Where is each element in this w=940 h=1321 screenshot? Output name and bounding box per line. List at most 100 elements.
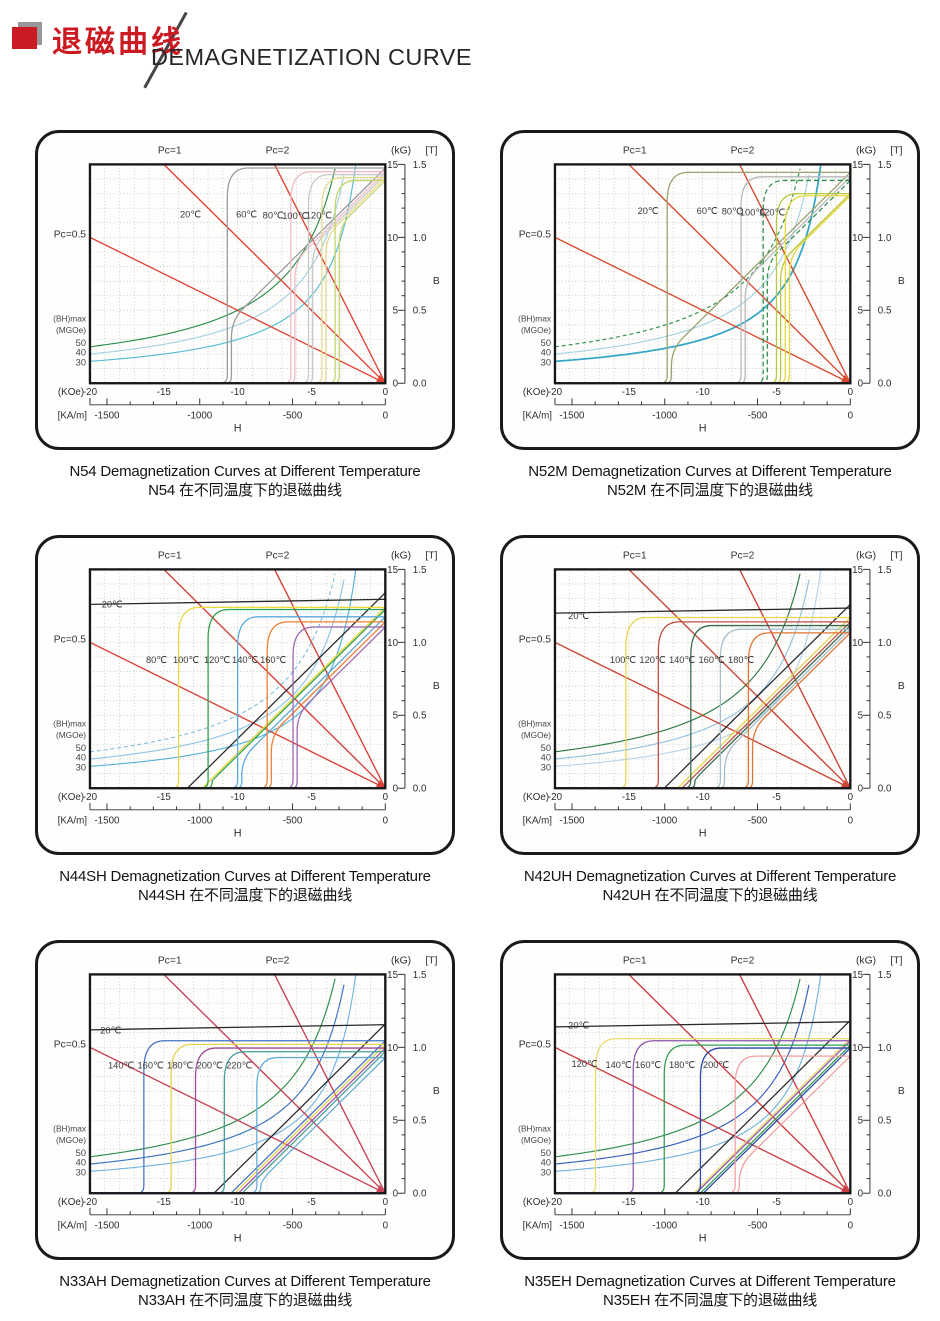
right-axis: (kG) [T] 15 1.5 10 1.0 5 0.5 0 0.0 B	[387, 956, 440, 1200]
svg-text:120℃: 120℃	[571, 1059, 597, 1069]
bhmax-curve-40	[554, 579, 810, 760]
svg-text:1.0: 1.0	[413, 233, 427, 244]
svg-text:-5: -5	[772, 792, 781, 803]
svg-text:(BH)max: (BH)max	[518, 1123, 552, 1133]
pc-line-1	[628, 973, 851, 1194]
pc-line-0.5	[554, 236, 851, 384]
svg-text:10: 10	[852, 638, 863, 649]
chart-canvas-n35eh: 20℃ 120℃ 140℃ 160℃ 180℃ 200℃ (kG) [T] 15 1.5 10 1.0…	[518, 956, 905, 1245]
chart-panel-n44sh: 20℃ 80℃ 100℃ 120℃ 140℃ 160℃ (kG) [T] 15 1.5 10 1.0 5…	[35, 535, 455, 855]
svg-text:1.5: 1.5	[413, 970, 427, 981]
svg-text:[T]: [T]	[425, 551, 437, 562]
intrinsic-curve	[782, 195, 851, 383]
svg-text:1.0: 1.0	[878, 638, 892, 649]
svg-text:-1500: -1500	[559, 411, 585, 422]
chart-caption-en: N42UH Demagnetization Curves at Differen…	[523, 868, 897, 885]
svg-text:-1500: -1500	[559, 1221, 585, 1232]
intrinsic-curve	[661, 1044, 851, 1193]
svg-text:H: H	[234, 422, 242, 434]
svg-text:5: 5	[858, 306, 864, 317]
svg-text:-500: -500	[748, 411, 768, 422]
chart-caption-n44sh: N44SH Demagnetization Curves at Differen…	[35, 867, 455, 905]
svg-text:(kG): (kG)	[856, 956, 876, 967]
svg-text:140℃: 140℃	[605, 1060, 631, 1070]
svg-text:B: B	[898, 276, 905, 287]
svg-text:B: B	[898, 1086, 905, 1097]
svg-text:5: 5	[858, 1116, 864, 1127]
svg-text:(BH)max: (BH)max	[518, 313, 552, 323]
svg-text:H: H	[234, 1232, 242, 1244]
svg-text:200℃: 200℃	[197, 1060, 223, 1070]
svg-text:10: 10	[852, 233, 863, 244]
intrinsic-curve	[289, 626, 386, 788]
svg-text:60℃: 60℃	[697, 206, 718, 216]
svg-text:15: 15	[852, 160, 863, 171]
normal-curve	[702, 1047, 851, 1194]
pc-line-2	[273, 974, 386, 1194]
svg-text:0.0: 0.0	[413, 379, 427, 390]
chart-canvas-n33ah: 20℃ 140℃ 160℃ 180℃ 200℃ 220℃ (kG) [T] 15 1.5 10 1.0…	[53, 956, 440, 1245]
intrinsic-curve	[253, 1056, 386, 1193]
svg-text:0.5: 0.5	[413, 711, 427, 722]
svg-text:(kG): (kG)	[856, 146, 876, 157]
intrinsic-curve	[655, 621, 851, 788]
svg-text:10: 10	[387, 638, 398, 649]
svg-text:-5: -5	[307, 387, 316, 398]
svg-text:0: 0	[393, 784, 399, 795]
svg-text:H: H	[699, 827, 707, 839]
svg-text:(kG): (kG)	[391, 956, 411, 967]
svg-text:[T]: [T]	[890, 956, 902, 967]
svg-text:50: 50	[76, 1148, 86, 1158]
svg-text:(KOe): (KOe)	[58, 1197, 84, 1208]
svg-text:-1500: -1500	[94, 411, 120, 422]
pc-line-2	[273, 164, 386, 384]
svg-text:-15: -15	[622, 387, 637, 398]
chart-caption-en: N33AH Demagnetization Curves at Differen…	[59, 1273, 431, 1290]
normal-curve	[693, 1038, 851, 1194]
normal-curve	[721, 628, 851, 788]
origin-arrow-icon	[840, 1184, 850, 1193]
normal-curve	[268, 621, 386, 788]
pc-load-lines	[89, 163, 386, 384]
svg-text:-15: -15	[622, 1197, 637, 1208]
chart-caption-n33ah: N33AH Demagnetization Curves at Differen…	[35, 1272, 455, 1310]
svg-text:(MGOe): (MGOe)	[56, 325, 86, 335]
temperature-curves	[224, 167, 386, 383]
temperature-labels: 20℃ 100℃ 120℃ 140℃ 160℃ 180℃	[568, 611, 754, 665]
svg-text:0.5: 0.5	[413, 1116, 427, 1127]
chart-caption-zh: N33AH 在不同温度下的退磁曲线	[137, 1292, 353, 1309]
intrinsic-curve	[697, 1047, 851, 1193]
svg-text:-20: -20	[83, 387, 98, 398]
svg-text:120℃: 120℃	[639, 655, 665, 665]
svg-text:0.0: 0.0	[878, 379, 892, 390]
svg-text:Pc=2: Pc=2	[266, 146, 290, 157]
svg-text:(MGOe): (MGOe)	[521, 730, 551, 740]
svg-text:40: 40	[541, 348, 551, 358]
svg-text:-1000: -1000	[187, 1221, 213, 1232]
svg-text:0.0: 0.0	[878, 1189, 892, 1200]
bhmax-curve-40	[89, 174, 345, 355]
svg-text:30: 30	[541, 1168, 551, 1178]
svg-text:[KA/m]: [KA/m]	[523, 816, 553, 827]
svg-text:-500: -500	[283, 1221, 303, 1232]
chart-panel-n42uh: 20℃ 100℃ 120℃ 140℃ 160℃ 180℃ (kG) [T] 15 1.5 10 1.0…	[500, 535, 920, 855]
svg-text:(BH)max: (BH)max	[53, 718, 87, 728]
svg-text:(MGOe): (MGOe)	[521, 1135, 551, 1145]
intrinsic-curve	[318, 176, 386, 383]
svg-text:40: 40	[541, 1158, 551, 1168]
logo-square-icon	[12, 27, 37, 49]
svg-text:200℃: 200℃	[703, 1060, 729, 1070]
svg-text:0: 0	[848, 387, 854, 398]
page-header: 退磁曲线 DEMAGNETIZATION CURVE	[0, 0, 940, 110]
chart-caption-en: N44SH Demagnetization Curves at Differen…	[59, 868, 431, 885]
svg-text:0: 0	[383, 816, 389, 827]
svg-text:Pc=0.5: Pc=0.5	[519, 229, 552, 240]
origin-arrow-icon	[840, 374, 850, 383]
pc-labels: Pc=1 Pc=2 Pc=0.5	[54, 551, 290, 646]
svg-text:160℃: 160℃	[635, 1060, 661, 1070]
svg-text:Pc=2: Pc=2	[731, 146, 755, 157]
svg-text:(kG): (kG)	[856, 551, 876, 562]
svg-text:B: B	[433, 681, 440, 692]
